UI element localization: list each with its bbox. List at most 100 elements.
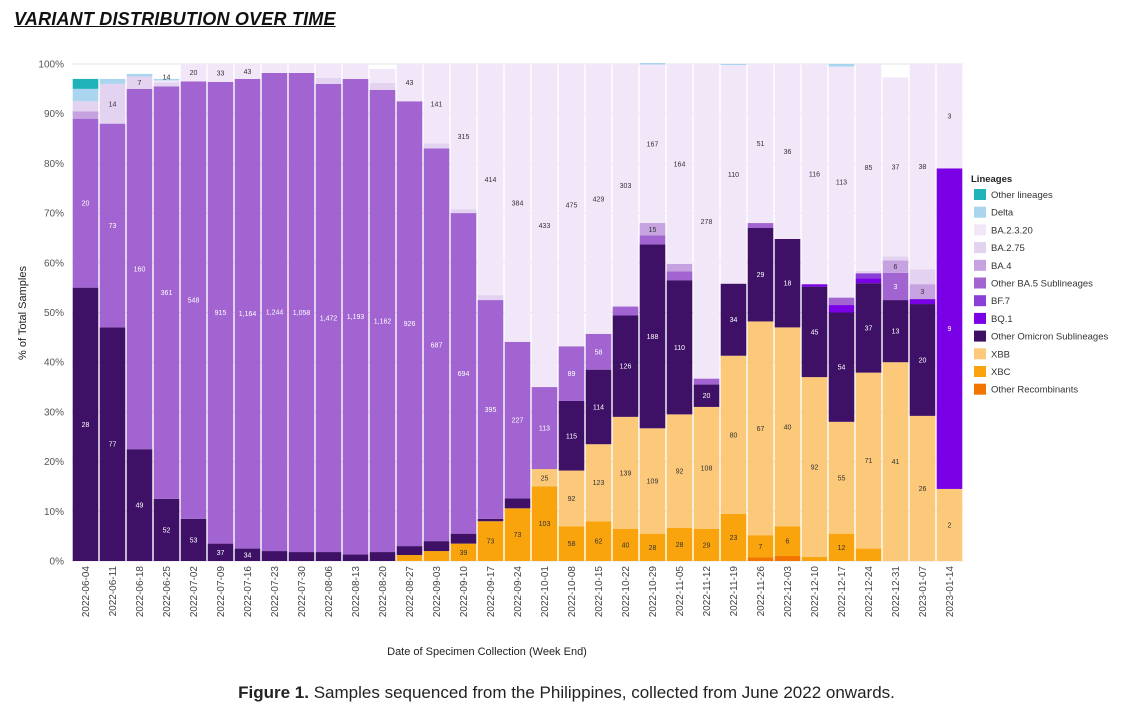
legend-label: BA.2.75 [991,243,1025,254]
bar-segment [477,295,504,301]
bar-segment [612,528,639,561]
bar-segment-label: 49 [136,503,144,510]
bar-segment [342,78,369,555]
bar-segment [477,64,504,296]
bar-segment-label: 23 [730,535,738,542]
bar-segment [909,64,936,270]
bar-segment [558,470,585,527]
bar-segment [747,228,774,322]
bar-segment [828,533,855,561]
bar-segment [855,548,882,561]
bar-segment [639,223,666,236]
bar-segment [747,321,774,536]
legend-swatch [974,312,986,324]
x-tick-label: 2022-10-01 [540,566,551,618]
bar-segment [126,76,153,89]
bar-column [234,64,261,561]
x-tick-label: 2022-12-10 [810,566,821,618]
bar-segment-label: 141 [431,101,443,108]
bar-segment-label: 2 [948,522,952,529]
bar-segment [234,64,261,79]
bar-segment-label: 160 [134,267,146,274]
bar-segment [396,64,423,102]
bar-column [855,64,882,561]
bar-segment [828,312,855,422]
bar-segment-label: 18 [784,281,792,288]
x-tick-label: 2022-11-26 [756,566,767,617]
legend-label: Other Recombinants [991,385,1078,396]
bar-segment-label: 384 [512,200,524,207]
y-tick-label: 100% [38,60,64,71]
bar-segment [153,78,180,81]
x-tick-label: 2022-09-24 [513,566,524,618]
x-tick-label: 2022-07-02 [189,566,200,618]
x-tick-label: 2022-08-20 [378,566,389,618]
bar-segment [153,86,180,499]
x-tick-label: 2022-09-17 [486,566,497,618]
bar-segment [639,235,666,245]
bar-segment-label: 92 [568,496,576,503]
x-tick-label: 2022-09-10 [459,566,470,618]
bar-segment [315,77,342,84]
bar-segment [450,209,477,214]
bar-column [477,64,504,561]
bar-segment [936,168,963,489]
legend-label: BF.7 [991,296,1010,307]
bar-segment-label: 73 [109,223,117,230]
bar-column [612,64,639,561]
x-tick-label: 2022-10-22 [621,566,632,618]
bar-segment [315,64,342,78]
bar-segment [693,406,720,529]
bar-segment-label: 278 [701,219,713,226]
bar-segment-label: 395 [485,407,497,414]
bar-segment-label: 1,162 [374,318,392,325]
bar-column [423,64,450,561]
bar-segment-label: 14 [163,74,171,81]
bar-segment [747,64,774,224]
bar-segment-label: 115 [566,433,577,440]
legend-item: Other lineages [974,189,1053,201]
bar-segment-label: 77 [109,442,117,449]
legend-swatch [974,206,986,218]
y-tick-label: 40% [44,358,64,369]
bar-segment-label: 915 [215,310,227,317]
legend-item: BA.2.75 [974,242,1025,254]
bar-segment [99,327,126,561]
bar-segment-label: 303 [620,183,632,190]
bar-segment-label: 113 [539,426,550,433]
bar-segment [585,333,612,370]
bar-segment [342,64,369,79]
bar-segment [828,64,855,67]
bar-segment-label: 52 [163,527,171,534]
bar-segment [693,528,720,561]
bar-segment [207,64,234,82]
bar-segment [801,64,828,285]
bar-segment-label: 6 [786,539,790,546]
bar-segment-label: 3 [948,114,952,121]
bar-segment-label: 20 [703,393,711,400]
bar-segment-label: 28 [649,545,657,552]
y-tick-label: 10% [44,507,64,518]
bar-column [558,64,585,561]
bar-segment-label: 51 [757,141,765,148]
bar-segment-label: 1,193 [347,314,365,321]
bar-segment-label: 34 [244,552,252,559]
bar-segment [369,89,396,553]
bar-segment-label: 926 [404,321,416,328]
legend-item: Other Recombinants [974,383,1078,396]
bar-segment-label: 29 [757,272,765,279]
bar-segment-label: 89 [568,371,576,378]
bar-segment-label: 167 [647,141,659,148]
y-axis-title: % of Total Samples [17,266,29,360]
bar-segment [72,101,99,112]
bar-segment-label: 26 [919,486,927,493]
bar-segment [909,304,936,416]
bar-segment [261,551,288,561]
bar-column [639,63,666,561]
bar-segment [747,557,774,561]
bar-segment-label: 108 [701,465,713,472]
legend-title: Lineages [971,174,1012,185]
bar-segment [207,81,234,544]
bar-segment [936,64,963,169]
bar-segment-label: 3 [921,289,925,296]
